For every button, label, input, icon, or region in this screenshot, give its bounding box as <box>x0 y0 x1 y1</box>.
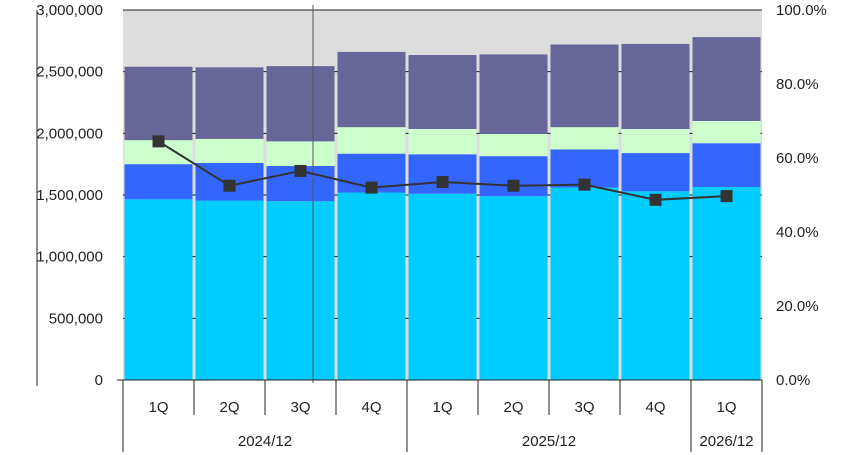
bar-segment-s2-c9 <box>692 143 761 187</box>
y2-tick-label: 80.0% <box>776 76 819 93</box>
ratio-marker-5 <box>436 176 449 189</box>
x-category-label: 4Q <box>645 399 665 416</box>
ratio-marker-6 <box>507 179 520 192</box>
x-category-label: 3Q <box>290 399 310 416</box>
bar-segment-s2-c8 <box>621 153 690 192</box>
y-tick-label: 3,000,000 <box>36 2 103 19</box>
bar-segment-s3-c3 <box>266 141 335 167</box>
y-tick-label: 2,500,000 <box>36 64 103 81</box>
y2-tick-label: 0.0% <box>776 372 810 389</box>
bar-segment-s3-c4 <box>337 127 406 154</box>
y2-tick-label: 60.0% <box>776 150 819 167</box>
bar-segment-s4-c4 <box>337 51 406 128</box>
y2-tick-label: 40.0% <box>776 224 819 241</box>
x-category-label: 4Q <box>361 399 381 416</box>
x-axis-group-labels: 2024/12 2025/12 2026/12 <box>238 433 754 450</box>
bar-segment-s4-c8 <box>621 43 690 130</box>
bar-segment-s3-c8 <box>621 129 690 154</box>
x-group-label: 2026/12 <box>699 433 753 450</box>
y-tick-label: 0 <box>95 372 103 389</box>
y-tick-label: 1,500,000 <box>36 187 103 204</box>
x-group-label: 2024/12 <box>238 433 292 450</box>
y-tick-label: 2,000,000 <box>36 125 103 142</box>
ratio-line-series <box>152 135 733 206</box>
x-category-label: 3Q <box>574 399 594 416</box>
ratio-marker-2 <box>223 179 236 192</box>
bar-segment-s1-c2 <box>195 200 264 380</box>
bar-segment-s4-c2 <box>195 67 264 139</box>
x-category-label: 1Q <box>432 399 452 416</box>
x-axis-category-labels: 1Q 2Q 3Q 4Q 1Q 2Q 3Q 4Q 1Q <box>148 399 736 416</box>
bar-segment-s3-c7 <box>550 127 619 150</box>
bar-segment-s4-c6 <box>479 54 548 134</box>
y2-tick-label: 20.0% <box>776 298 819 315</box>
bar-segment-s2-c1 <box>124 164 193 200</box>
ratio-marker-9 <box>720 190 733 203</box>
axes <box>36 10 763 452</box>
bar-segment-s1-c9 <box>692 186 761 380</box>
ratio-marker-1 <box>152 135 165 148</box>
x-category-label: 1Q <box>148 399 168 416</box>
y2-tick-label: 100.0% <box>776 2 827 19</box>
bar-segment-s1-c4 <box>337 192 406 380</box>
y2-axis-tick-labels: 0.0% 20.0% 40.0% 60.0% 80.0% 100.0% <box>776 2 827 389</box>
ratio-marker-8 <box>649 193 662 206</box>
x-group-label: 2025/12 <box>522 433 576 450</box>
ratio-marker-7 <box>578 178 591 191</box>
y-tick-label: 1,000,000 <box>36 249 103 266</box>
bar-series <box>124 37 761 380</box>
bar-segment-s3-c9 <box>692 121 761 144</box>
bar-segment-s4-c9 <box>692 37 761 122</box>
bar-segment-s1-c8 <box>621 191 690 380</box>
bar-segment-s1-c3 <box>266 201 335 380</box>
bar-segment-s1-c5 <box>408 193 477 380</box>
y-axis-tick-labels: 0 500,000 1,000,000 1,500,000 2,000,000 2,500… <box>36 2 103 389</box>
ratio-marker-4 <box>365 181 378 194</box>
x-category-label: 1Q <box>716 399 736 416</box>
bar-segment-s3-c5 <box>408 129 477 155</box>
bar-segment-s3-c6 <box>479 133 548 157</box>
bar-segment-s4-c7 <box>550 44 619 128</box>
x-category-label: 2Q <box>503 399 523 416</box>
ratio-marker-3 <box>294 164 307 177</box>
bar-segment-s1-c1 <box>124 199 193 380</box>
bar-segment-s3-c2 <box>195 138 264 163</box>
bar-segment-s4-c1 <box>124 66 193 141</box>
x-category-label: 2Q <box>219 399 239 416</box>
bar-segment-s1-c7 <box>550 187 619 380</box>
bar-segment-s4-c5 <box>408 55 477 130</box>
y-tick-label: 500,000 <box>49 310 103 327</box>
bar-segment-s4-c3 <box>266 66 335 142</box>
bar-segment-s1-c6 <box>479 196 548 380</box>
